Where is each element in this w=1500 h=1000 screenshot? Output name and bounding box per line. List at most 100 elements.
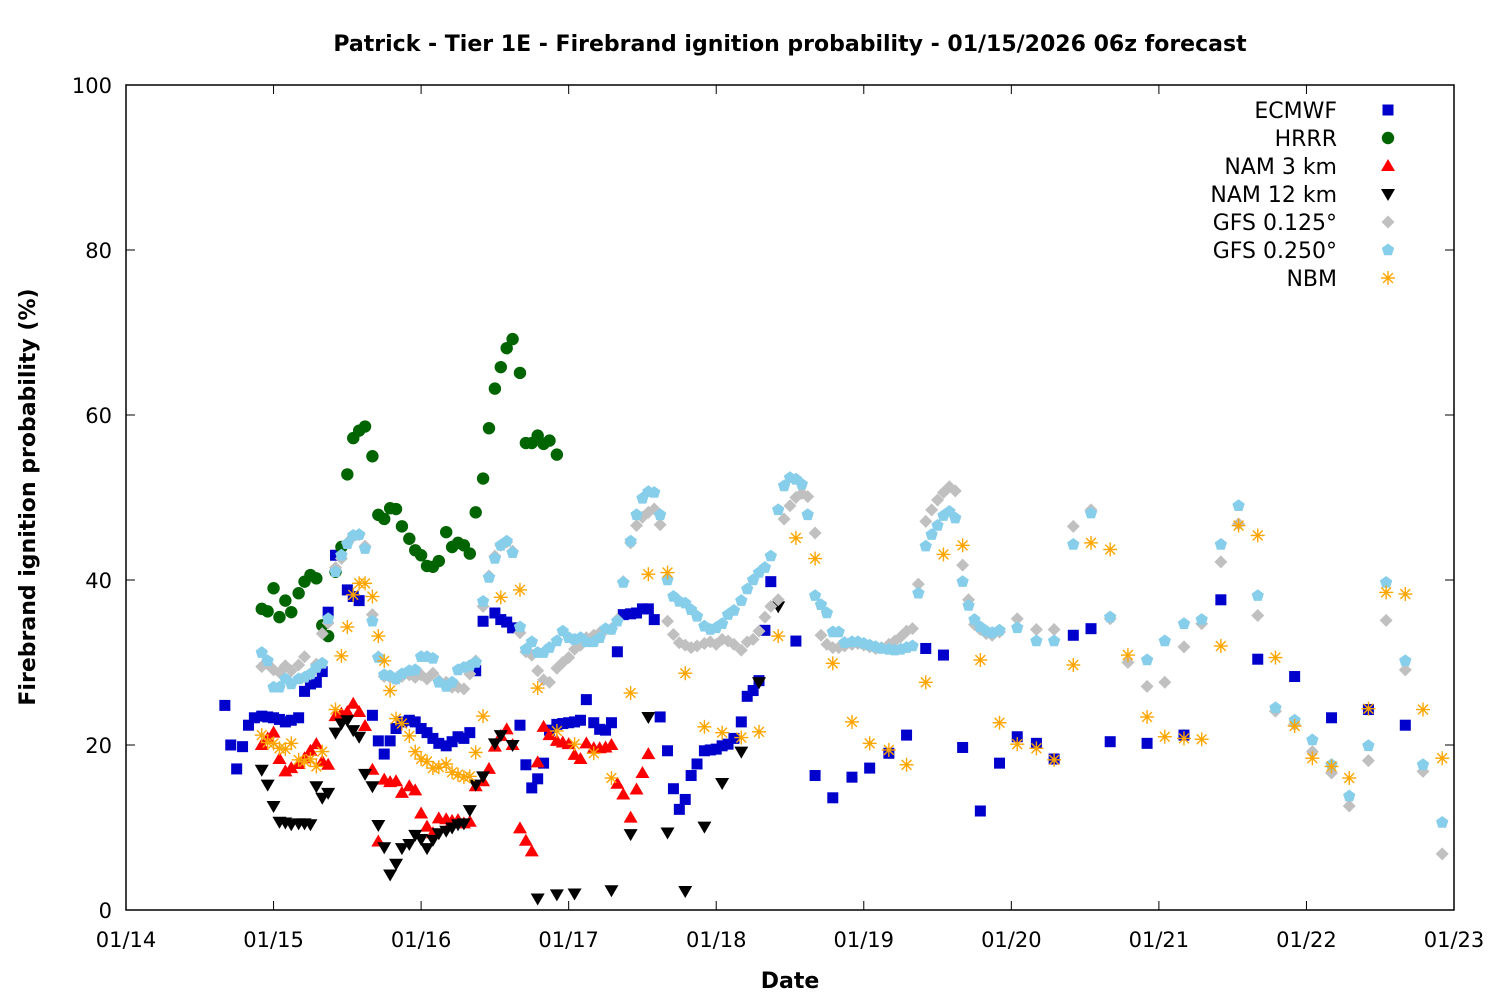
data-point-gfs-0-250 xyxy=(814,598,828,610)
x-tick-label: 01/21 xyxy=(1129,928,1190,952)
data-point-ecmwf xyxy=(631,607,643,619)
data-point-nam-12-km xyxy=(623,829,638,842)
data-point-gfs-0-250 xyxy=(1047,634,1061,647)
data-point-ecmwf xyxy=(293,712,305,724)
data-point-nbm xyxy=(1231,518,1246,533)
data-point-hrrr xyxy=(488,382,502,395)
data-point-hrrr xyxy=(500,341,513,355)
data-point-ecmwf xyxy=(790,635,802,647)
data-point-nam-3-km xyxy=(635,766,650,779)
data-point-nbm xyxy=(1084,535,1099,550)
data-point-ecmwf xyxy=(532,773,544,785)
data-point-gfs-0-125 xyxy=(734,643,748,657)
data-point-gfs-0-125 xyxy=(292,658,306,672)
legend-item-nam-12-km: NAM 12 km xyxy=(1210,183,1395,208)
data-point-gfs-0-125 xyxy=(1435,847,1449,861)
data-point-ecmwf xyxy=(600,724,612,736)
data-point-ecmwf xyxy=(685,770,697,782)
data-point-gfs-0-250 xyxy=(617,576,630,588)
data-point-ecmwf xyxy=(563,717,575,729)
data-point-nbm xyxy=(955,538,970,553)
data-point-nam-12-km xyxy=(321,787,336,800)
data-point-nbm xyxy=(604,771,619,785)
data-point-nbm xyxy=(1176,731,1191,746)
data-point-nbm xyxy=(1342,771,1357,785)
data-point-hrrr xyxy=(261,605,274,618)
data-point-gfs-0-250 xyxy=(593,631,606,643)
data-point-hrrr xyxy=(403,532,416,545)
data-point-gfs-0-250 xyxy=(426,651,440,664)
legend-marker-pentagon-icon xyxy=(1381,243,1395,256)
data-point-nbm xyxy=(918,675,933,690)
data-point-nam-12-km xyxy=(414,834,429,847)
data-point-nam-3-km xyxy=(512,821,527,834)
data-point-nam-12-km xyxy=(431,828,446,841)
data-point-ecmwf xyxy=(219,699,231,711)
data-point-nam-12-km xyxy=(383,869,398,882)
data-point-nam-3-km xyxy=(623,810,638,823)
data-point-gfs-0-250 xyxy=(906,639,919,652)
data-point-ecmwf xyxy=(256,710,268,722)
data-point-ecmwf xyxy=(994,757,1006,769)
data-point-gfs-0-125 xyxy=(746,632,760,646)
data-point-hrrr xyxy=(358,420,372,433)
data-point-nam-3-km xyxy=(542,728,557,741)
data-point-nbm xyxy=(377,653,392,668)
data-point-nam-3-km xyxy=(340,705,355,717)
data-point-hrrr xyxy=(469,506,482,519)
data-point-gfs-0-125 xyxy=(315,627,329,641)
data-point-gfs-0-250 xyxy=(962,599,975,611)
data-point-nam-3-km xyxy=(610,776,625,789)
data-point-nbm xyxy=(1194,732,1209,747)
data-point-nam-12-km xyxy=(505,740,520,752)
data-point-nbm xyxy=(567,737,582,752)
data-point-gfs-0-125 xyxy=(758,610,772,624)
legend-marker-asterisk-icon xyxy=(1381,271,1395,285)
data-point-ecmwf xyxy=(433,737,445,749)
data-point-hrrr xyxy=(494,360,507,374)
x-tick-label: 01/16 xyxy=(391,928,452,952)
data-point-ecmwf xyxy=(330,549,342,561)
data-point-gfs-0-250 xyxy=(931,519,944,531)
data-point-nbm xyxy=(697,719,712,734)
data-point-ecmwf xyxy=(654,711,666,723)
data-point-nbm xyxy=(346,587,361,602)
data-point-ecmwf xyxy=(901,729,913,741)
data-point-ecmwf xyxy=(242,719,254,731)
data-point-gfs-0-250 xyxy=(1104,610,1117,623)
legend-item-nam-3-km: NAM 3 km xyxy=(1224,155,1395,180)
data-point-nbm xyxy=(788,530,803,545)
data-point-gfs-0-250 xyxy=(727,604,741,616)
data-point-nbm xyxy=(1379,585,1394,600)
data-point-ecmwf xyxy=(716,740,728,752)
data-point-ecmwf xyxy=(673,803,685,815)
data-point-hrrr xyxy=(463,547,477,560)
data-point-nbm xyxy=(1103,542,1118,557)
data-point-hrrr xyxy=(273,610,286,624)
legend-label: GFS 0.125° xyxy=(1213,211,1337,236)
data-point-ecmwf xyxy=(741,690,753,702)
data-point-nam-12-km xyxy=(328,727,343,740)
data-point-gfs-0-125 xyxy=(905,622,919,636)
data-point-ecmwf xyxy=(662,745,674,757)
data-point-gfs-0-250 xyxy=(801,508,814,521)
data-point-gfs-0-250 xyxy=(409,663,422,676)
data-point-ecmwf xyxy=(557,718,569,730)
data-point-nam-12-km xyxy=(549,889,564,902)
data-point-ecmwf xyxy=(464,727,476,739)
data-point-nbm xyxy=(825,656,840,671)
data-point-gfs-0-250 xyxy=(772,503,785,516)
data-point-ecmwf xyxy=(1011,731,1023,743)
data-point-ecmwf xyxy=(353,595,365,607)
data-point-ecmwf xyxy=(262,711,274,723)
x-tick-label: 01/22 xyxy=(1276,928,1337,952)
data-point-gfs-0-250 xyxy=(611,614,624,627)
data-point-hrrr xyxy=(506,332,519,346)
data-point-gfs-0-125 xyxy=(727,637,741,651)
y-tick-label: 20 xyxy=(85,734,112,758)
data-point-nbm xyxy=(334,648,349,663)
data-point-ecmwf xyxy=(1104,736,1116,748)
data-point-nam-12-km xyxy=(402,839,417,851)
data-point-nbm xyxy=(992,715,1007,730)
